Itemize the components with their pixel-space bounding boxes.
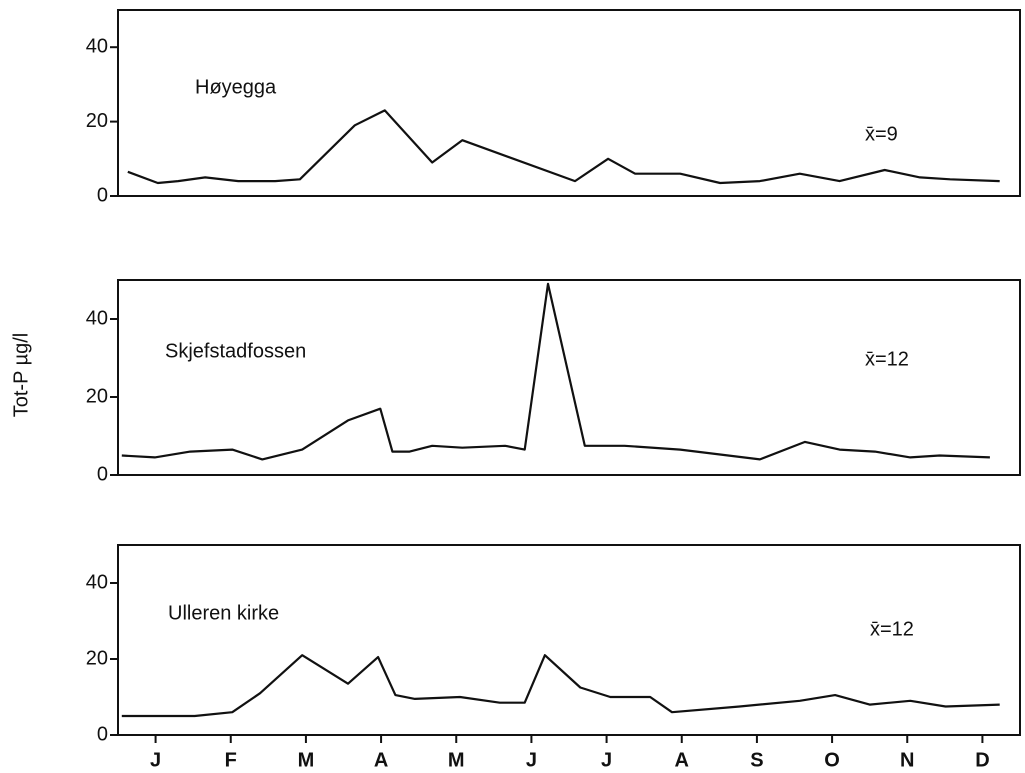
x-tick-label: M (298, 749, 315, 771)
y-tick-label: 40 (86, 307, 108, 329)
x-tick-label: J (150, 749, 161, 771)
y-tick-label: 40 (86, 35, 108, 57)
y-tick-label: 20 (86, 385, 108, 407)
plot-frame (117, 9, 1021, 197)
panel-title: Skjefstadfossen (165, 340, 306, 362)
plot-frame (117, 279, 1021, 476)
x-tick-label: M (448, 749, 465, 771)
x-tick-label: A (675, 749, 689, 771)
mean-annotation: x̄=9 (865, 123, 898, 145)
x-tick-label: J (526, 749, 537, 771)
y-tick-label: 20 (86, 110, 108, 132)
x-tick-label: D (975, 749, 989, 771)
x-tick-label: N (900, 749, 914, 771)
panel-title: Høyegga (195, 76, 277, 98)
x-tick-label: S (750, 749, 763, 771)
y-tick-label: 0 (97, 723, 108, 745)
y-tick-label: 40 (86, 571, 108, 593)
data-line (121, 282, 990, 461)
plot-frame (117, 544, 1021, 736)
x-tick-label: F (225, 749, 237, 771)
x-tick-label: A (374, 749, 388, 771)
data-line (121, 654, 1000, 718)
y-tick-label: 20 (86, 647, 108, 669)
data-line (127, 109, 1000, 185)
y-axis-label: Tot-P µg/l (10, 333, 32, 418)
mean-annotation: x̄=12 (865, 348, 909, 370)
panel-title: Ulleren kirke (168, 602, 279, 624)
y-tick-label: 0 (97, 463, 108, 485)
y-tick-label: 0 (97, 184, 108, 206)
mean-annotation: x̄=12 (870, 618, 914, 640)
x-tick-label: O (824, 749, 840, 771)
x-tick-label: J (601, 749, 612, 771)
